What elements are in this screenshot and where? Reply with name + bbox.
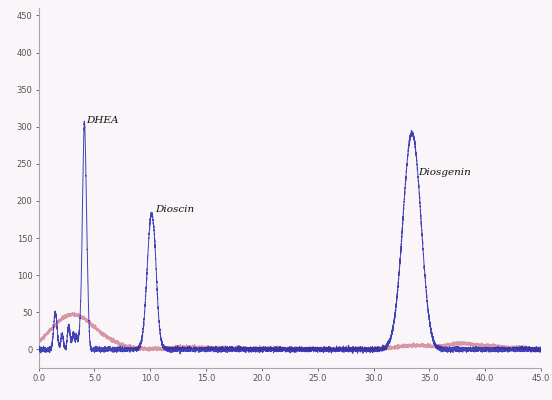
Text: Diosgenin: Diosgenin (418, 168, 471, 177)
Text: DHEA: DHEA (87, 116, 119, 125)
Text: Dioscin: Dioscin (155, 205, 194, 214)
